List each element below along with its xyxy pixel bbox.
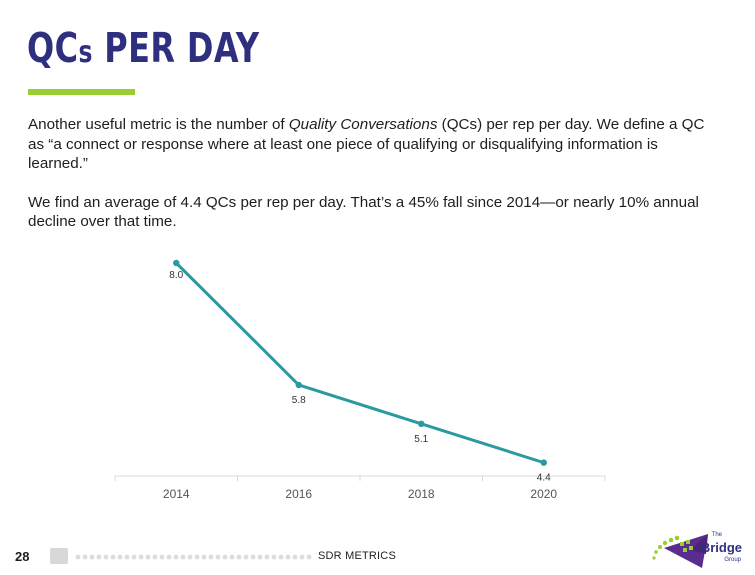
footer-dots-divider [75,554,312,560]
paragraph-definition-italic: Quality Conversations [288,116,438,133]
qcs-line-chart: 8.0 5.8 5.1 4.4 2014 2016 2018 2020 [114,259,606,501]
data-point [173,259,180,267]
data-point [295,381,302,389]
x-tick-label: 2014 [163,487,190,501]
title-s: s [78,35,93,70]
bridge-group-logo: The Bridge Group [650,528,750,572]
data-label: 5.1 [414,434,428,445]
data-point [418,420,425,428]
brand-the: The [711,532,722,538]
x-tick-label: 2020 [530,487,557,501]
brand-name: Bridge [700,540,742,555]
title-qc: QC [27,24,79,72]
page-title: QCs PER DAY [27,22,259,79]
x-tick-label: 2016 [285,487,312,501]
data-point [540,459,547,466]
paragraph-average: We find an average of 4.4 QCs per rep pe… [28,193,699,231]
title-accent-bar [28,89,135,95]
data-label: 8.0 [169,270,183,281]
x-tick-label: 2018 [408,487,435,501]
brand-group: Group [724,557,741,563]
section-label: SDR METRICS [318,550,396,562]
data-label: 5.8 [292,395,306,406]
paragraph-definition: Another useful metric is the number of Q… [28,115,718,174]
data-label: 4.4 [537,473,551,484]
page-number: 28 [15,549,30,564]
title-rest: PER DAY [92,24,260,72]
body-text: Another useful metric is the number of Q… [28,115,718,251]
paragraph-definition-pre: Another useful metric is the number of [28,116,289,133]
footer-logo-icon [50,548,68,564]
bridge-logo-icon [652,534,708,568]
paragraph-definition-post: (QCs) per rep per day. We define a QC as… [28,116,705,172]
series-line [175,261,545,465]
